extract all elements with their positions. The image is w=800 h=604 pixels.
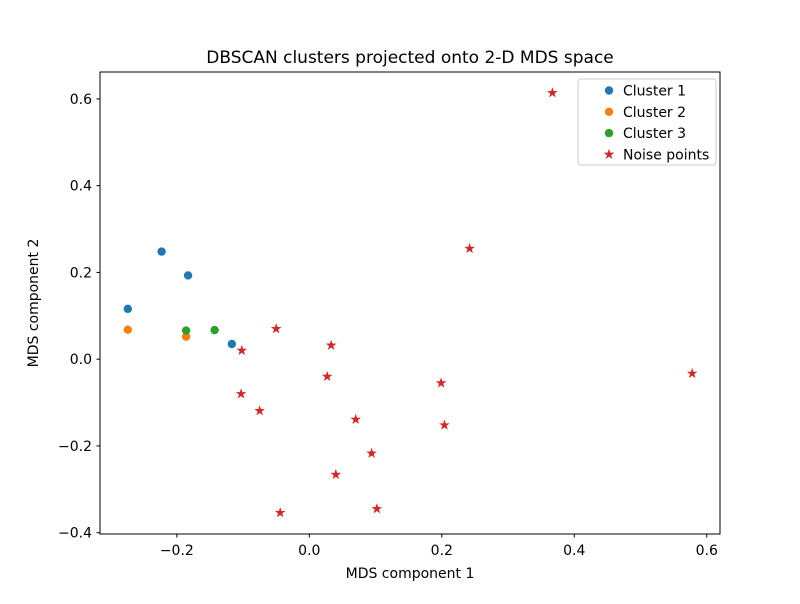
scatter-point-star <box>254 405 265 416</box>
scatter-point-star <box>435 377 447 388</box>
scatter-point-star <box>366 447 377 458</box>
legend-item-label: Cluster 2 <box>623 105 686 121</box>
scatter-point-star <box>464 242 475 254</box>
x-axis-label: MDS component 1 <box>346 566 475 582</box>
chart-title: DBSCAN clusters projected onto 2-D MDS s… <box>206 48 614 68</box>
legend-marker-circle <box>604 107 614 117</box>
legend-item-label: Cluster 1 <box>623 84 686 100</box>
scatter-point-circle <box>123 325 133 334</box>
y-tick-label: 0.2 <box>70 265 92 281</box>
scatter-point-star <box>325 339 337 350</box>
y-tick-label: −0.4 <box>58 526 92 542</box>
x-tick-label: 0.4 <box>563 543 585 559</box>
axis-ticks: −0.2 0.0 0.2 0.4 0.6 −0.4 −0.2 0.0 0.2 0.4 0.6 <box>58 92 718 559</box>
y-tick-label: 0.6 <box>70 92 92 108</box>
x-tick-label: −0.2 <box>160 543 194 559</box>
legend-frame <box>577 78 717 166</box>
scatter-point-star <box>439 419 450 430</box>
scatter-point-star <box>321 370 333 382</box>
y-tick-label: −0.2 <box>58 439 92 455</box>
legend: Cluster 1 Cluster 2 Cluster 3 Noise points <box>577 78 717 166</box>
scatter-point-star <box>235 388 247 399</box>
axes-spines <box>99 71 721 535</box>
y-tick-label: 0.0 <box>70 352 92 368</box>
scatter-point-star <box>330 468 342 480</box>
scatter-point-star <box>270 323 282 334</box>
scatter-point-star <box>547 87 558 98</box>
scatter-point-circle <box>181 326 191 335</box>
legend-item-label: Noise points <box>623 147 709 163</box>
scatter-points <box>123 87 698 518</box>
scatter-point-circle <box>181 332 191 341</box>
scatter-point-circle <box>210 325 219 335</box>
scatter-point-circle <box>123 304 133 314</box>
y-axis-label: MDS component 2 <box>26 239 42 368</box>
x-tick-label: 0.0 <box>298 543 320 559</box>
scatter-point-star <box>350 413 362 425</box>
scatter-point-circle <box>227 339 237 349</box>
scatter-point-star <box>686 367 698 379</box>
legend-marker-circle <box>604 128 614 138</box>
scatter-point-circle <box>183 271 193 280</box>
scatter-point-circle <box>157 247 166 256</box>
x-tick-label: 0.6 <box>696 543 718 559</box>
scatter-point-star <box>236 344 248 356</box>
legend-marker-star <box>603 148 615 159</box>
scatter-point-star <box>274 507 286 518</box>
y-tick-label: 0.4 <box>70 179 92 195</box>
x-tick-label: 0.2 <box>431 543 453 559</box>
legend-item-label: Cluster 3 <box>623 126 686 142</box>
legend-marker-circle <box>604 86 614 95</box>
scatter-point-star <box>371 503 383 514</box>
